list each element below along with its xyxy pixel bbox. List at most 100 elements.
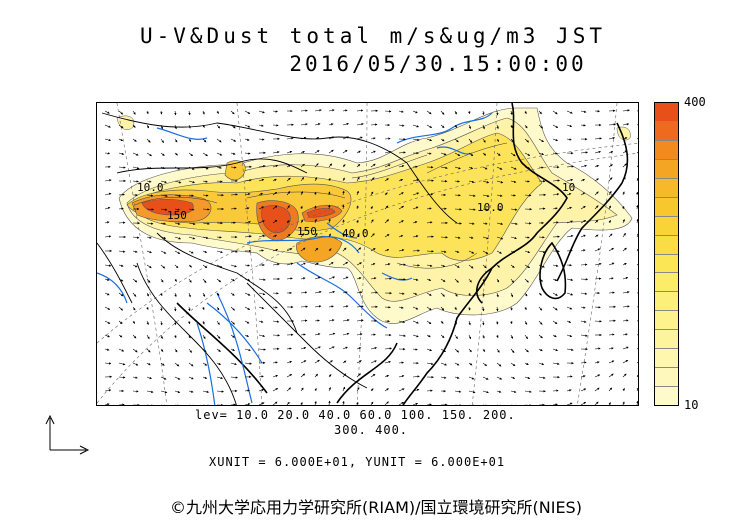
- map-panel: 10.0 150 150 40.0 10.0 10: [96, 102, 639, 406]
- wind-arrow: [104, 235, 112, 238]
- wind-arrow: [174, 166, 181, 170]
- wind-arrow: [188, 166, 195, 170]
- wind-arrow: [118, 292, 124, 297]
- wind-arrow: [356, 176, 360, 182]
- wind-arrow: [146, 278, 151, 283]
- wind-arrow: [636, 151, 638, 154]
- wind-arrow: [174, 334, 177, 339]
- wind-arrow: [524, 376, 531, 380]
- wind-arrow: [216, 124, 221, 129]
- wind-arrow: [244, 362, 252, 365]
- wind-arrow: [272, 401, 278, 405]
- wind-arrow: [328, 290, 336, 294]
- wind-arrow: [300, 163, 305, 168]
- wind-arrow: [412, 235, 419, 238]
- wind-arrow: [622, 305, 630, 308]
- colorbar-segment: [655, 330, 678, 350]
- wind-arrow: [580, 192, 586, 196]
- wind-arrow: [202, 348, 207, 353]
- wind-arrow: [356, 136, 363, 140]
- credit-line: ©九州大学応用力学研究所(RIAM)/国立環境研究所(NIES): [170, 498, 582, 517]
- wind-arrow: [580, 334, 588, 337]
- wind-arrow: [426, 389, 433, 392]
- wind-arrow: [174, 250, 181, 254]
- wind-arrow: [146, 264, 152, 269]
- wind-arrow: [538, 292, 542, 296]
- wind-arrow: [300, 177, 305, 182]
- wind-arrow: [608, 360, 615, 364]
- wind-arrow: [496, 194, 503, 197]
- wind-arrow: [566, 220, 574, 224]
- wind-arrow: [202, 278, 207, 283]
- wind-arrow: [524, 166, 531, 170]
- wind-arrow: [398, 151, 406, 154]
- wind-arrow: [286, 164, 291, 168]
- wind-arrow: [188, 124, 191, 129]
- wind-arrow: [552, 138, 559, 142]
- wind-arrow: [636, 400, 638, 405]
- wind-arrow: [636, 264, 638, 266]
- wind-arrow: [216, 152, 223, 156]
- wind-arrow: [622, 291, 630, 294]
- wind-arrow: [412, 124, 420, 128]
- wind-arrow: [132, 250, 138, 253]
- wind-arrow: [468, 194, 476, 197]
- wind-arrow: [328, 218, 331, 224]
- wind-arrow: [398, 401, 405, 405]
- reference-vector-icon: [45, 414, 90, 455]
- wind-arrow: [356, 387, 360, 392]
- wind-arrow: [132, 306, 136, 311]
- wind-arrow: [160, 208, 168, 211]
- wind-arrow: [230, 193, 238, 196]
- wind-arrow: [202, 292, 206, 297]
- wind-arrow: [468, 166, 474, 169]
- wind-arrow: [384, 360, 391, 364]
- wind-arrow: [566, 138, 572, 141]
- wind-arrow: [174, 138, 178, 143]
- wind-arrow: [608, 291, 615, 294]
- wind-arrow: [412, 178, 420, 182]
- wind-arrow: [342, 204, 345, 210]
- wind-arrow: [510, 278, 514, 283]
- wind-arrow: [286, 220, 290, 224]
- wind-arrow: [468, 264, 474, 269]
- wind-arrow: [244, 403, 251, 405]
- wind-arrow: [608, 205, 611, 210]
- wind-arrow: [356, 247, 362, 252]
- wind-arrow: [328, 191, 331, 196]
- wind-arrow: [104, 389, 112, 392]
- wind-arrow: [482, 390, 489, 394]
- wind-arrow: [370, 150, 376, 154]
- wind-arrow: [342, 177, 345, 182]
- wind-arrow: [384, 388, 389, 392]
- wind-arrow: [174, 306, 177, 312]
- wind-arrow: [356, 291, 363, 294]
- wind-arrow: [258, 402, 265, 405]
- wind-arrow: [160, 180, 167, 184]
- wind-arrow: [188, 306, 191, 312]
- wind-arrow: [594, 234, 599, 238]
- wind-arrow: [160, 278, 164, 283]
- wind-arrow: [580, 220, 587, 224]
- wind-arrow: [174, 208, 180, 211]
- wind-arrow: [510, 166, 517, 170]
- wind-arrow: [594, 137, 602, 140]
- wind-arrow: [566, 278, 574, 281]
- wind-arrow: [342, 233, 345, 238]
- wind-arrow: [454, 236, 461, 239]
- wind-arrow: [230, 124, 236, 129]
- wind-arrow: [370, 219, 374, 224]
- wind-arrow: [552, 389, 559, 392]
- wind-arrow: [496, 362, 502, 367]
- wind-arrow: [398, 334, 406, 337]
- wind-arrow: [174, 376, 181, 380]
- wind-arrow: [146, 152, 153, 157]
- wind-arrow: [160, 334, 163, 340]
- wind-arrow: [497, 404, 503, 405]
- wind-arrow: [118, 166, 126, 169]
- wind-arrow: [636, 292, 638, 294]
- wind-arrow: [286, 347, 292, 350]
- wind-arrow: [454, 292, 458, 297]
- wind-arrow: [202, 222, 210, 225]
- wind-arrow: [468, 208, 476, 211]
